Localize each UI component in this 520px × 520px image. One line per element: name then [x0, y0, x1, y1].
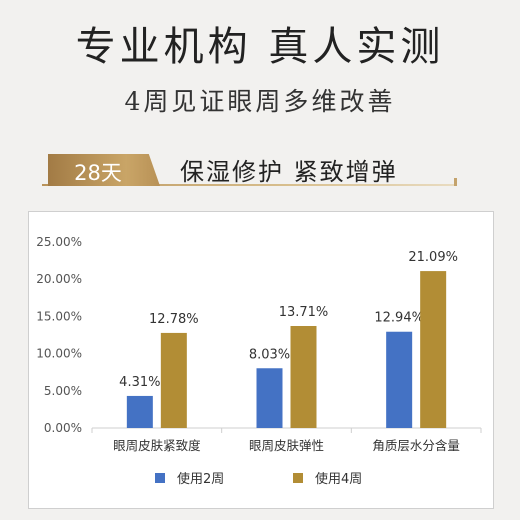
bar: [420, 271, 447, 428]
bar-chart: 0.00% 5.00% 10.00% 15.00% 20.00% 25.00% 眼周皮肤紧致…: [36, 235, 482, 487]
legend-label: 使用4周: [315, 471, 362, 487]
bar: [256, 368, 283, 428]
duration-badge: 28天: [48, 154, 160, 186]
legend-swatch: [155, 473, 165, 483]
legend-swatch: [293, 473, 303, 483]
banner-divider: [42, 184, 457, 186]
page-headline: 专业机构 真人实测: [75, 24, 445, 70]
data-label: 21.09%: [408, 250, 458, 265]
data-label: 12.94%: [374, 311, 424, 326]
y-tick-label: 25.00%: [36, 235, 82, 249]
category-label: 角质层水分含量: [372, 438, 460, 453]
y-tick-label: 15.00%: [36, 309, 82, 323]
legend-label: 使用2周: [177, 471, 224, 487]
y-tick-label: 10.00%: [36, 347, 82, 361]
y-tick-label: 0.00%: [44, 421, 82, 435]
bar: [386, 331, 413, 428]
page-subheadline: 4周见证眼周多维改善: [124, 87, 396, 116]
chart-panel: 0.00% 5.00% 10.00% 15.00% 20.00% 25.00% 眼周皮肤紧致…: [28, 211, 494, 509]
bar: [160, 332, 187, 428]
banner-divider-end: [454, 178, 457, 186]
data-label: 13.71%: [279, 305, 329, 320]
bar: [126, 395, 153, 428]
data-label: 8.03%: [249, 347, 290, 362]
data-label: 12.78%: [149, 312, 199, 327]
y-tick-label: 20.00%: [36, 272, 82, 286]
data-label: 4.31%: [119, 375, 160, 390]
category-label: 眼周皮肤弹性: [249, 438, 324, 453]
banner-tagline: 保湿修护 紧致增弹: [180, 158, 398, 186]
duration-badge-label: 28天: [74, 161, 122, 185]
bar: [290, 325, 317, 428]
category-label: 眼周皮肤紧致度: [113, 438, 201, 453]
y-tick-label: 5.00%: [44, 384, 82, 398]
